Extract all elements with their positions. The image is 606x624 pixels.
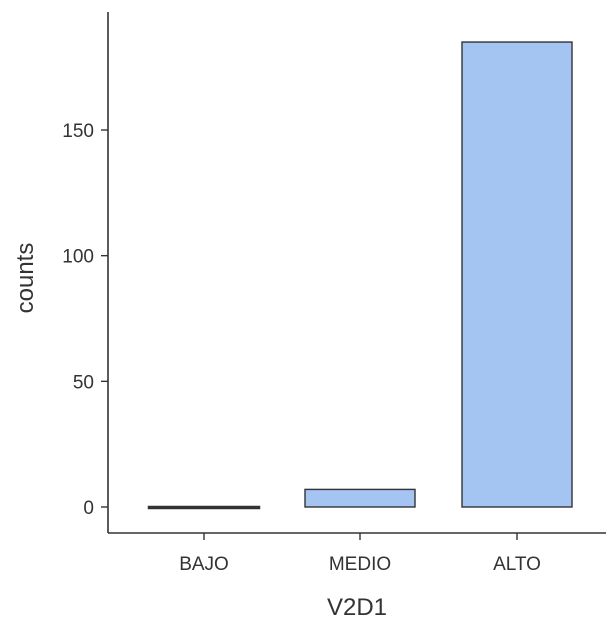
- x-tick-label-alto: ALTO: [493, 554, 541, 575]
- y-ticks-group: 0 50 100 150: [62, 121, 108, 519]
- y-tick-label: 0: [83, 498, 94, 519]
- y-tick-label: 100: [62, 247, 94, 268]
- y-tick-label: 150: [62, 121, 94, 142]
- bars-group: [147, 41, 573, 510]
- bar-alto: [461, 41, 573, 508]
- bar-medio: [304, 488, 416, 508]
- y-tick-label: 50: [73, 372, 94, 393]
- x-tick-label-bajo: BAJO: [179, 554, 229, 575]
- x-axis-title: V2D1: [327, 594, 387, 621]
- x-tick-label-medio: MEDIO: [329, 554, 391, 575]
- bar-bajo: [147, 505, 261, 510]
- y-axis-title: counts: [12, 243, 39, 314]
- x-ticks-group: BAJO MEDIO ALTO: [179, 533, 541, 575]
